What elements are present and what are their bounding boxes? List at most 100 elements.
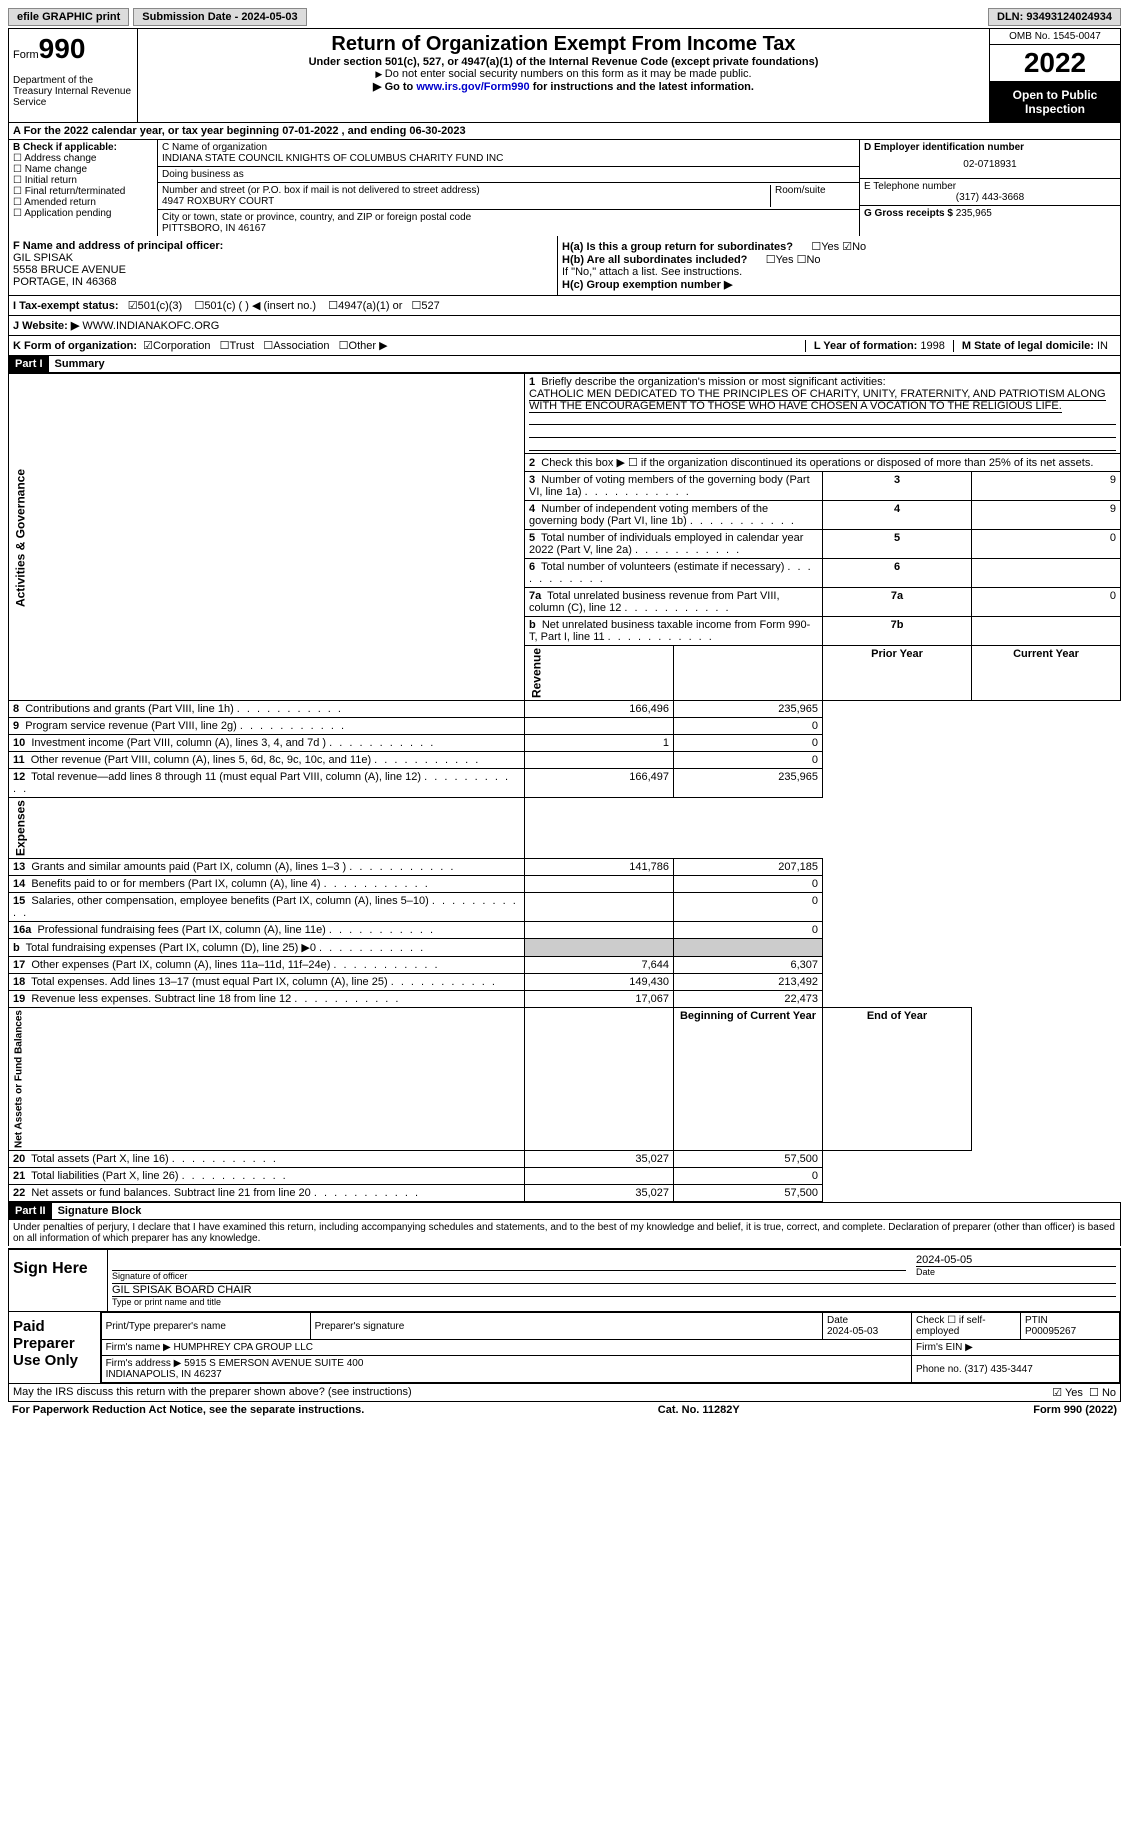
data-row: 17 Other expenses (Part IX, column (A), … xyxy=(9,957,1121,974)
gross-lbl: G Gross receipts $ xyxy=(864,208,953,219)
begin-hdr: Beginning of Current Year xyxy=(674,1008,823,1151)
discuss: May the IRS discuss this return with the… xyxy=(13,1386,412,1399)
line2: Check this box ▶ ☐ if the organization d… xyxy=(541,457,1093,469)
hb-lbl: H(b) Are all subordinates included? xyxy=(562,254,747,266)
dln: DLN: 93493124024934 xyxy=(988,8,1121,26)
data-row: 16a Professional fundraising fees (Part … xyxy=(9,922,1121,939)
i-lbl: I Tax-exempt status: xyxy=(13,300,119,312)
efile-button[interactable]: efile GRAPHIC print xyxy=(8,8,129,26)
hc-lbl: H(c) Group exemption number ▶ xyxy=(562,279,732,291)
tel-lbl: E Telephone number xyxy=(864,181,1116,192)
city-lbl: City or town, state or province, country… xyxy=(162,212,855,223)
l-val: 1998 xyxy=(920,340,944,352)
prep-name-lbl: Print/Type preparer's name xyxy=(101,1313,310,1340)
f-yes: Yes xyxy=(1065,1387,1083,1399)
year: 2022 xyxy=(990,45,1120,82)
data-row: 12 Total revenue—add lines 8 through 11 … xyxy=(9,769,1121,798)
name-lbl: C Name of organization xyxy=(162,142,855,153)
data-row: 10 Investment income (Part VIII, column … xyxy=(9,735,1121,752)
i-o1: 501(c)(3) xyxy=(138,300,183,312)
sign-here: Sign Here xyxy=(9,1250,108,1311)
name-title: GIL SPISAK BOARD CHAIR xyxy=(112,1284,1116,1297)
note2-pre: Go to xyxy=(385,81,417,93)
data-row: 21 Total liabilities (Part X, line 26) 0 xyxy=(9,1168,1121,1185)
f-name: GIL SPISAK xyxy=(13,252,553,264)
irs-link[interactable]: www.irs.gov/Form990 xyxy=(416,81,529,93)
ha-no: No xyxy=(852,241,866,253)
current-hdr: Current Year xyxy=(972,646,1121,701)
ha-yes: Yes xyxy=(821,241,839,253)
ptin: P00095267 xyxy=(1025,1326,1076,1337)
org-name: INDIANA STATE COUNCIL KNIGHTS OF COLUMBU… xyxy=(162,153,855,164)
title: Return of Organization Exempt From Incom… xyxy=(142,33,985,56)
addr-lbl: Number and street (or P.O. box if mail i… xyxy=(162,185,766,196)
chk-initial: Initial return xyxy=(25,175,77,186)
open-public: Open to Public Inspection xyxy=(990,82,1120,122)
part2-title: Signature Block xyxy=(52,1203,148,1219)
part1-hdr: Part I xyxy=(9,356,49,372)
net-label: Net Assets or Fund Balances xyxy=(9,1008,525,1151)
chk-name: Name change xyxy=(25,164,87,175)
chk-final: Final return/terminated xyxy=(25,186,126,197)
data-row: 15 Salaries, other compensation, employe… xyxy=(9,893,1121,922)
room-lbl: Room/suite xyxy=(771,185,855,207)
sig-officer-lbl: Signature of officer xyxy=(112,1271,906,1281)
k-lbl: K Form of organization: xyxy=(13,340,137,352)
part2-hdr: Part II xyxy=(9,1203,52,1219)
hb-yes: Yes xyxy=(776,254,794,266)
form-foot: Form 990 (2022) xyxy=(1033,1404,1117,1416)
firm-addr-lbl: Firm's address ▶ xyxy=(106,1358,182,1369)
prep-date-lbl: Date xyxy=(827,1315,848,1326)
omb: OMB No. 1545-0047 xyxy=(990,29,1120,45)
k-o3: Association xyxy=(273,340,329,352)
addr: 4947 ROXBURY COURT xyxy=(162,196,766,207)
i-o3: 4947(a)(1) or xyxy=(338,300,402,312)
col-b-title: B Check if applicable: xyxy=(13,142,153,153)
note2-post: for instructions and the latest informat… xyxy=(530,81,754,93)
phone: (317) 435-3447 xyxy=(964,1364,1032,1375)
ein-lbl: D Employer identification number xyxy=(864,142,1116,153)
exp-label: Expenses xyxy=(9,798,525,859)
l-lbl: L Year of formation: xyxy=(814,340,918,352)
form-number: 990 xyxy=(39,33,86,64)
f-addr1: 5558 BRUCE AVENUE xyxy=(13,264,553,276)
j-val: WWW.INDIANAKOFC.ORG xyxy=(82,320,219,332)
subtitle: Under section 501(c), 527, or 4947(a)(1)… xyxy=(142,56,985,68)
part2-header: Part II Signature Block xyxy=(8,1202,1121,1220)
row-j: J Website: ▶ WWW.INDIANAKOFC.ORG xyxy=(8,316,1121,336)
data-row: 22 Net assets or fund balances. Subtract… xyxy=(9,1185,1121,1202)
prep-date: 2024-05-03 xyxy=(827,1326,878,1337)
row-k: K Form of organization: ☑ Corporation ☐ … xyxy=(8,336,1121,356)
rev-label: Revenue xyxy=(525,646,674,701)
i-o2: 501(c) ( ) ◀ (insert no.) xyxy=(204,299,316,312)
footer-bottom: For Paperwork Reduction Act Notice, see … xyxy=(8,1402,1121,1418)
chk-addr: Address change xyxy=(24,153,96,164)
top-bar: efile GRAPHIC print Submission Date - 20… xyxy=(8,8,1121,26)
form-prefix: Form xyxy=(13,49,39,61)
sig-date: 2024-05-05 xyxy=(916,1254,1116,1266)
main-box: B Check if applicable: ☐ Address change … xyxy=(8,140,1121,236)
prep-check: Check ☐ if self-employed xyxy=(912,1313,1021,1340)
name-title-lbl: Type or print name and title xyxy=(112,1297,1116,1307)
data-row: 13 Grants and similar amounts paid (Part… xyxy=(9,859,1121,876)
row-i: I Tax-exempt status: ☑ 501(c)(3) ☐ 501(c… xyxy=(8,296,1121,316)
firm-name: HUMPHREY CPA GROUP LLC xyxy=(174,1342,313,1353)
date-lbl: Date xyxy=(916,1266,1116,1277)
tel: (317) 443-3668 xyxy=(864,192,1116,203)
chk-amend: Amended return xyxy=(24,197,96,208)
m-lbl: M State of legal domicile: xyxy=(962,340,1094,352)
city: PITTSBORO, IN 46167 xyxy=(162,223,855,234)
hb-note: If "No," attach a list. See instructions… xyxy=(562,266,1116,278)
col-b: B Check if applicable: ☐ Address change … xyxy=(9,140,158,236)
summary-table: Activities & Governance 1 Briefly descri… xyxy=(8,373,1121,1202)
data-row: 20 Total assets (Part X, line 16) 35,027… xyxy=(9,1151,1121,1168)
f-addr2: PORTAGE, IN 46368 xyxy=(13,276,553,288)
k-o4: Other ▶ xyxy=(349,339,388,352)
prior-hdr: Prior Year xyxy=(823,646,972,701)
j-lbl: J Website: ▶ xyxy=(13,319,79,332)
line1-lbl: Briefly describe the organization's miss… xyxy=(541,376,885,388)
hb-no: No xyxy=(806,254,820,266)
data-row: b Total fundraising expenses (Part IX, c… xyxy=(9,939,1121,957)
paid-prep: Paid Preparer Use Only xyxy=(9,1312,101,1383)
declaration: Under penalties of perjury, I declare th… xyxy=(8,1220,1121,1246)
